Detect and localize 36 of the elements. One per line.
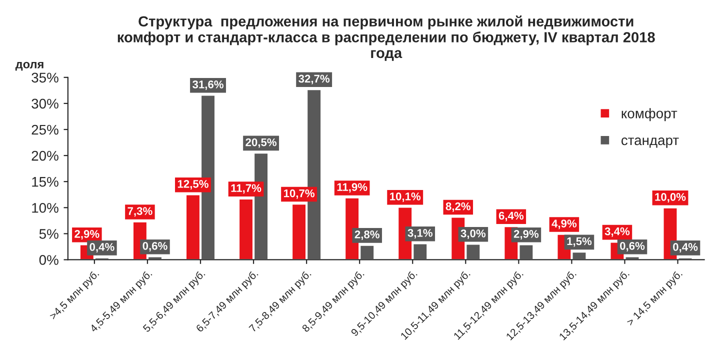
legend-label: комфорт	[622, 108, 678, 122]
data-label: 0,6%	[620, 242, 645, 252]
data-label: 31,6%	[192, 80, 224, 90]
y-tick-label: 35%	[32, 72, 58, 83]
data-label: 20,5%	[246, 138, 277, 148]
y-tick-label: 15%	[32, 176, 58, 187]
data-label: 3,4%	[604, 227, 630, 237]
y-tick-label: 5%	[39, 229, 58, 239]
data-label: 8,2%	[446, 202, 470, 212]
y-tick-label: 10%	[32, 202, 58, 213]
data-label: 1,5%	[567, 237, 592, 247]
data-label: 11,7%	[231, 184, 262, 194]
y-tick-label: 0%	[39, 255, 58, 265]
chart-title: Структура предложения на первичном рынке жилой недвижимости комфорт и стандарт-класса в распределении по бюджету, IV квартал 2018 года	[118, 16, 655, 61]
data-label: 2,9%	[74, 230, 100, 240]
data-label: 0,6%	[142, 242, 168, 252]
data-label: 2,8%	[354, 230, 380, 240]
data-label: 12,5%	[178, 180, 208, 190]
data-label: 0,4%	[90, 243, 114, 253]
data-label: 0,4%	[673, 243, 698, 253]
legend-label: стандарт	[622, 138, 679, 148]
y-tick-label: 20%	[32, 150, 58, 161]
data-label: 11,9%	[337, 183, 368, 193]
y-tick-label: 30%	[32, 98, 58, 109]
data-label: 10,1%	[390, 192, 421, 202]
data-label: 32,7%	[298, 74, 330, 84]
data-label: 2,9%	[514, 230, 539, 240]
data-label: 3,0%	[460, 229, 486, 239]
y-tick-label: 25%	[32, 124, 58, 135]
data-label: 6,4%	[498, 212, 524, 222]
data-label: 10,7%	[284, 189, 314, 199]
y-axis-title: доля	[15, 62, 44, 71]
data-label: 3,1%	[408, 228, 432, 238]
data-label: 4,9%	[552, 220, 577, 230]
data-label: 7,3%	[128, 207, 152, 217]
data-label: 10,0%	[655, 193, 686, 202]
